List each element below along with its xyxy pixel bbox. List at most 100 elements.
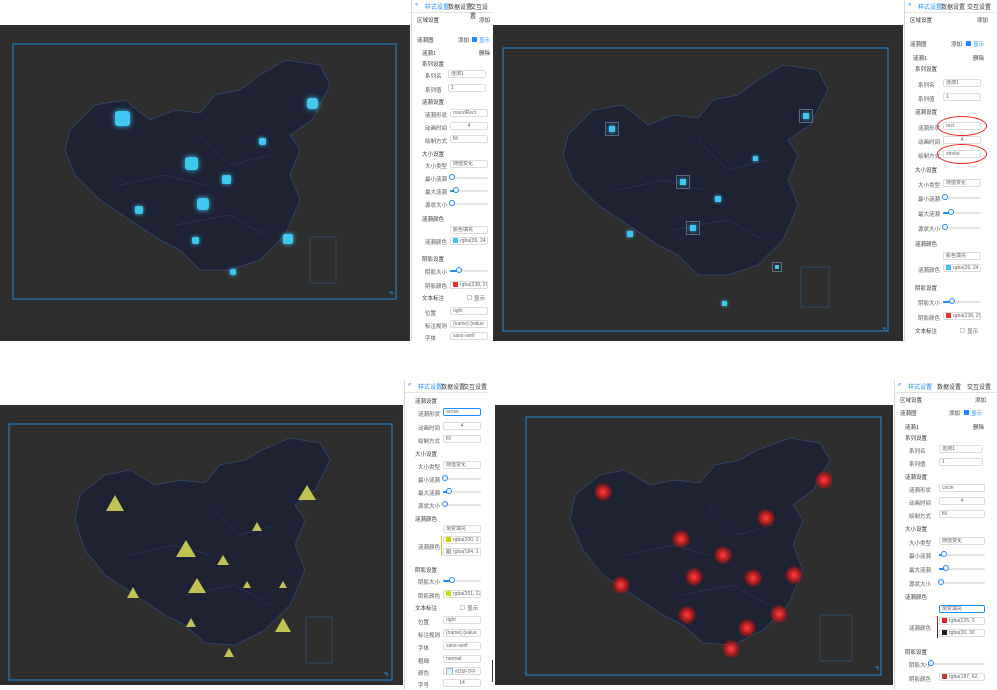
- map-canvas-arrow[interactable]: [0, 405, 403, 685]
- fixed-size-slider[interactable]: [938, 579, 985, 585]
- tab-interaction[interactable]: 交互设置: [967, 385, 992, 391]
- tab-data[interactable]: 数据设置: [941, 5, 966, 11]
- max-ripple-slider[interactable]: [943, 209, 981, 215]
- tab-style[interactable]: 样式设置: [908, 385, 933, 391]
- ripple-shape-select[interactable]: circle: [939, 484, 985, 492]
- fixed-size-slider[interactable]: [442, 501, 481, 507]
- delete-ripple-link[interactable]: 删除: [479, 51, 491, 57]
- gradient-color-1[interactable]: rgba(225, 3: [939, 617, 985, 625]
- label-rule-input[interactable]: {name}:{value: [443, 629, 481, 637]
- max-ripple-slider[interactable]: [450, 187, 488, 193]
- collapse-icon[interactable]: «: [898, 382, 902, 388]
- fill-type-select[interactable]: 颜色填充: [450, 226, 488, 234]
- shadow-color-picker[interactable]: rgba(201, 225: [443, 590, 481, 598]
- series-value-input[interactable]: 1: [943, 93, 981, 101]
- add-area-link[interactable]: 添加: [977, 18, 989, 24]
- weight-select[interactable]: normal: [443, 655, 481, 663]
- font-select[interactable]: sans-serif: [450, 332, 488, 340]
- series-name-input[interactable]: 涟漪1: [939, 445, 983, 453]
- add-ripple-link[interactable]: 添加: [951, 42, 963, 48]
- area-settings-header[interactable]: 区域设置: [417, 18, 440, 24]
- ripple-map-header[interactable]: 涟漪图: [910, 42, 927, 48]
- gradient-color-1[interactable]: rgba(200, 2: [443, 536, 481, 544]
- shadow-size-slider[interactable]: [450, 267, 488, 273]
- label-rule-input[interactable]: {name}:{value: [450, 320, 488, 328]
- font-size-stepper[interactable]: 14: [443, 679, 481, 687]
- ripple1-header[interactable]: 涟漪1: [422, 51, 437, 57]
- ripple-shape-select[interactable]: roundRect: [450, 109, 488, 117]
- ripple-map-header[interactable]: 涟漪图: [417, 38, 434, 44]
- shadow-color-picker[interactable]: rgba(238, 25,: [943, 312, 981, 320]
- draw-mode-select[interactable]: fill: [939, 510, 985, 518]
- size-type-select[interactable]: 随值变化: [943, 179, 981, 187]
- size-type-select[interactable]: 随值变化: [450, 160, 488, 168]
- text-label-checkbox[interactable]: [467, 295, 472, 300]
- min-ripple-slider[interactable]: [442, 475, 481, 481]
- delete-ripple-link[interactable]: 删除: [973, 56, 985, 62]
- area-settings-header[interactable]: 区域设置: [910, 18, 933, 24]
- min-ripple-slider[interactable]: [939, 551, 985, 557]
- font-select[interactable]: sans-serif: [443, 642, 481, 650]
- delete-ripple-link[interactable]: 删除: [973, 425, 985, 431]
- add-ripple-link[interactable]: 添加: [458, 38, 470, 44]
- fixed-size-slider[interactable]: [942, 224, 981, 230]
- text-label-checkbox[interactable]: [460, 605, 465, 610]
- tab-interaction[interactable]: 交互设置: [967, 5, 992, 11]
- tab-interaction[interactable]: 交互设置: [470, 5, 489, 20]
- map-canvas-circle[interactable]: [495, 405, 893, 685]
- ripple1-header[interactable]: 涟漪1: [905, 425, 920, 431]
- gradient-color-2[interactable]: rgba(184, 1: [443, 548, 481, 556]
- anim-time-stepper[interactable]: 4: [450, 122, 488, 130]
- gradient-color-2[interactable]: rgba(30, 30: [939, 629, 985, 637]
- show-checkbox[interactable]: [966, 41, 971, 46]
- max-ripple-slider[interactable]: [939, 565, 985, 571]
- tab-data[interactable]: 数据设置: [937, 385, 962, 391]
- ripple1-header[interactable]: 涟漪1: [913, 56, 928, 62]
- map-canvas-rect[interactable]: [493, 25, 903, 341]
- ripple-color-picker[interactable]: rgba(39, 24: [450, 237, 488, 245]
- anim-time-stepper[interactable]: 4: [939, 497, 985, 505]
- shadow-color-picker[interactable]: rgba(187, 62,: [939, 673, 985, 681]
- show-checkbox[interactable]: [964, 410, 969, 415]
- fill-type-select[interactable]: 渐变填充: [939, 605, 985, 613]
- add-ripple-link[interactable]: 添加: [949, 411, 961, 417]
- series-value-input[interactable]: 1: [448, 84, 486, 92]
- shadow-size-slider[interactable]: [943, 298, 981, 304]
- show-checkbox[interactable]: [472, 37, 477, 42]
- ripple-shape-select[interactable]: arrow: [443, 408, 481, 416]
- tab-style[interactable]: 样式设置: [425, 5, 450, 11]
- ripple-map-header[interactable]: 涟漪图: [900, 411, 917, 417]
- tab-data[interactable]: 数据设置: [448, 5, 473, 11]
- fill-type-select[interactable]: 渐变填充: [443, 525, 481, 533]
- min-ripple-slider[interactable]: [449, 174, 488, 180]
- anim-time-stepper[interactable]: 4: [443, 422, 481, 430]
- tab-style[interactable]: 样式设置: [418, 385, 443, 391]
- position-select[interactable]: right: [450, 307, 488, 315]
- ripple-color-picker[interactable]: rgba(26, 24: [943, 264, 981, 272]
- min-ripple-slider[interactable]: [942, 194, 981, 200]
- tab-data[interactable]: 数据设置: [441, 385, 466, 391]
- size-type-select[interactable]: 随值变化: [443, 461, 481, 469]
- shadow-size-slider[interactable]: [443, 577, 481, 583]
- series-name-input[interactable]: 涟漪1: [943, 79, 981, 87]
- series-name-input[interactable]: 涟漪1: [448, 70, 486, 78]
- area-settings-header[interactable]: 区域设置: [900, 398, 923, 404]
- collapse-icon[interactable]: «: [908, 2, 912, 8]
- anim-time-stepper[interactable]: 4: [943, 136, 981, 144]
- collapse-icon[interactable]: «: [408, 382, 412, 388]
- text-label-checkbox[interactable]: [960, 328, 965, 333]
- shadow-size-slider[interactable]: [928, 660, 985, 666]
- draw-mode-select[interactable]: fill: [443, 435, 481, 443]
- text-color-picker[interactable]: #D5F7FF: [443, 667, 481, 675]
- fill-type-select[interactable]: 颜色填充: [943, 252, 981, 260]
- position-select[interactable]: right: [443, 616, 481, 624]
- size-type-select[interactable]: 随值变化: [939, 537, 985, 545]
- draw-mode-select[interactable]: fill: [450, 135, 488, 143]
- tab-interaction[interactable]: 交互设置: [463, 385, 487, 391]
- max-ripple-slider[interactable]: [443, 488, 481, 494]
- series-value-input[interactable]: 1: [939, 458, 983, 466]
- shadow-color-picker[interactable]: rgba(238, 25,: [450, 281, 488, 289]
- fixed-size-slider[interactable]: [449, 200, 488, 206]
- collapse-icon[interactable]: «: [415, 2, 419, 8]
- add-area-link[interactable]: 添加: [975, 398, 987, 404]
